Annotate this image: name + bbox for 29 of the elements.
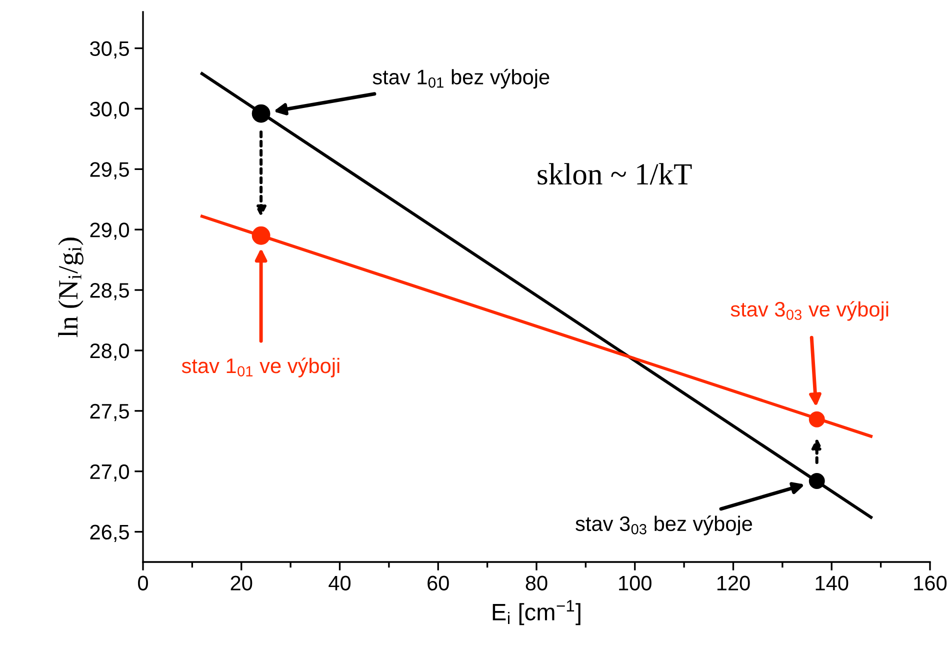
annotation: stav 1$_{01}$ bez výboje bbox=[372, 68, 550, 89]
y-tick-label: 28,5 bbox=[90, 283, 129, 300]
y-tick-label: 30,5 bbox=[90, 41, 129, 58]
x-axis-title: E$_{i}$ [cm$^{−1}$] bbox=[492, 600, 580, 626]
y-tick-label: 27,0 bbox=[90, 464, 129, 482]
point bbox=[252, 226, 270, 245]
x-tick-label: 20 bbox=[230, 576, 252, 590]
x-tick-label: 40 bbox=[328, 576, 351, 590]
x-tick-label: 140 bbox=[816, 576, 848, 590]
x-tick-label: 120 bbox=[717, 576, 750, 590]
annotation: stav 1$_{01}$ ve výboji bbox=[182, 358, 340, 378]
y-tick-label: 27,5 bbox=[90, 404, 129, 422]
annotation: stav 3$_{03}$ bez výboje bbox=[576, 516, 752, 536]
point bbox=[808, 411, 825, 428]
x-tick-label: 0 bbox=[138, 576, 148, 590]
y-tick-label: 28,0 bbox=[90, 343, 129, 361]
annotation: sklon ~ 1/kT bbox=[538, 163, 692, 185]
x-tick-label: 60 bbox=[428, 576, 449, 590]
y-tick-label: 29,0 bbox=[90, 222, 129, 240]
point bbox=[808, 473, 825, 489]
y-axis-title: ln (N$_{i}$/g$_{i}$) bbox=[58, 238, 84, 338]
annotation: stav 3$_{03}$ ve výboji bbox=[730, 301, 888, 321]
y-tick-label: 26,5 bbox=[90, 524, 129, 542]
x-tick-label: 160 bbox=[914, 576, 947, 590]
point bbox=[252, 104, 270, 123]
y-tick-label: 30,0 bbox=[90, 102, 129, 119]
x-tick-label: 100 bbox=[619, 576, 652, 590]
y-tick-label: 29,5 bbox=[90, 162, 129, 180]
x-tick-label: 80 bbox=[526, 576, 548, 590]
